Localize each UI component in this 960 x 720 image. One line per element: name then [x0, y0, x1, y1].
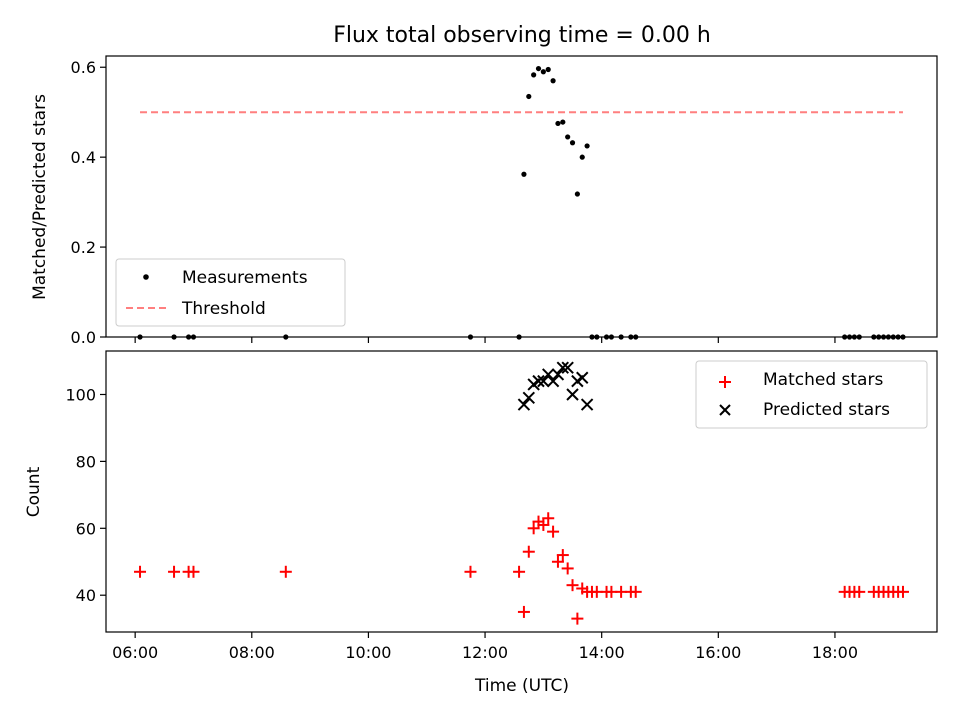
matched-star-point	[187, 565, 200, 578]
matched-star-point	[537, 518, 550, 531]
measurement-point	[574, 191, 580, 197]
matched-star-point	[513, 565, 526, 578]
bottom-y-tick-label: 80	[76, 452, 96, 471]
bottom-y-ticks: 40 60 80 100	[65, 385, 106, 605]
matched-star-point	[522, 545, 535, 558]
top-y-tick-label: 0.6	[71, 58, 96, 77]
legend-matched-label: Matched stars	[763, 370, 883, 390]
top-axes-frame	[105, 55, 938, 338]
bottom-axes-frame	[105, 350, 938, 633]
measurement-point	[555, 120, 561, 127]
bottom-legend-box	[695, 360, 928, 429]
predicted-star-point	[542, 368, 555, 381]
matched-star-point	[896, 585, 909, 598]
bottom-legend: Matched stars Predicted stars	[695, 360, 928, 429]
chart-title: Flux total observing time = 0.00 h	[333, 23, 711, 48]
measurement-point	[565, 134, 571, 140]
matched-star-point	[629, 585, 642, 598]
measurement-point	[521, 171, 527, 177]
predicted-star-point	[537, 374, 550, 388]
bottom-x-tick-label: 10:00	[345, 643, 391, 662]
bottom-x-tick-label: 12:00	[462, 643, 508, 662]
bottom-x-ticks: 06:00 08:00 10:00 12:00 14:00 16:00 18:00	[112, 632, 858, 662]
measurement-point	[535, 65, 542, 72]
predicted-star-point	[566, 388, 579, 401]
legend-measurements-label: Measurements	[182, 268, 308, 288]
measurement-point	[540, 69, 546, 75]
top-plot-area	[137, 65, 906, 340]
bottom-x-tick-label: 14:00	[579, 643, 625, 662]
matched-star-point	[517, 605, 530, 618]
measurement-point	[584, 143, 590, 149]
bottom-y-tick-label: 100	[65, 385, 96, 404]
legend-threshold-label: Threshold	[181, 299, 266, 319]
matched-star-point	[547, 525, 560, 538]
measurement-point	[526, 93, 532, 100]
bottom-x-tick-label: 06:00	[112, 643, 158, 662]
matched-star-point	[527, 522, 540, 535]
predicted-star-point	[532, 374, 545, 388]
predicted-star-point	[580, 398, 594, 411]
matched-star-point	[556, 549, 569, 562]
measurement-point	[531, 72, 537, 78]
predicted-star-point	[576, 371, 589, 384]
bottom-x-tick-label: 16:00	[695, 643, 741, 662]
top-legend-box	[115, 258, 346, 327]
matched-star-point	[571, 612, 584, 625]
legend-predicted-marker	[719, 404, 731, 416]
legend-measurements-marker	[143, 274, 149, 280]
measurement-point	[550, 78, 556, 84]
bottom-y-tick-label: 60	[76, 519, 96, 538]
bottom-x-tick-label: 18:00	[812, 643, 858, 662]
top-y-tick-label: 0.4	[71, 148, 96, 167]
matched-star-point	[168, 565, 181, 578]
bottom-x-tick-label: 08:00	[229, 643, 275, 662]
measurement-point	[560, 119, 566, 125]
bottom-plot-area	[134, 361, 909, 625]
predicted-star-point	[546, 374, 560, 388]
legend-predicted-label: Predicted stars	[763, 400, 890, 420]
top-y-tick-label: 0.2	[71, 238, 96, 257]
measurement-point	[579, 154, 585, 160]
bottom-x-axis-label: Time (UTC)	[474, 676, 569, 696]
matched-star-point	[853, 585, 866, 598]
matched-star-point	[566, 579, 579, 592]
top-y-axis-label: Matched/Predicted stars	[30, 94, 50, 300]
top-legend: Measurements Threshold	[115, 258, 346, 327]
predicted-star-point	[556, 361, 570, 374]
predicted-star-point	[517, 398, 531, 411]
bottom-y-tick-label: 40	[76, 586, 96, 605]
top-y-tick-label: 0.0	[71, 328, 96, 347]
matched-star-point	[551, 555, 564, 568]
measurement-point	[545, 66, 551, 73]
matched-star-point	[134, 565, 147, 578]
bottom-y-axis-label: Count	[24, 466, 44, 517]
predicted-star-point	[561, 361, 574, 374]
matched-star-point	[542, 512, 555, 525]
predicted-star-point	[522, 391, 535, 405]
top-y-ticks: 0.0 0.2 0.4 0.6	[71, 58, 106, 347]
matched-star-point	[464, 565, 477, 578]
top-x-ticks	[134, 337, 836, 343]
legend-matched-marker	[719, 376, 731, 388]
matched-star-point	[561, 562, 574, 575]
matched-star-point	[279, 565, 292, 578]
measurement-point	[569, 140, 576, 146]
predicted-star-point	[551, 368, 565, 381]
